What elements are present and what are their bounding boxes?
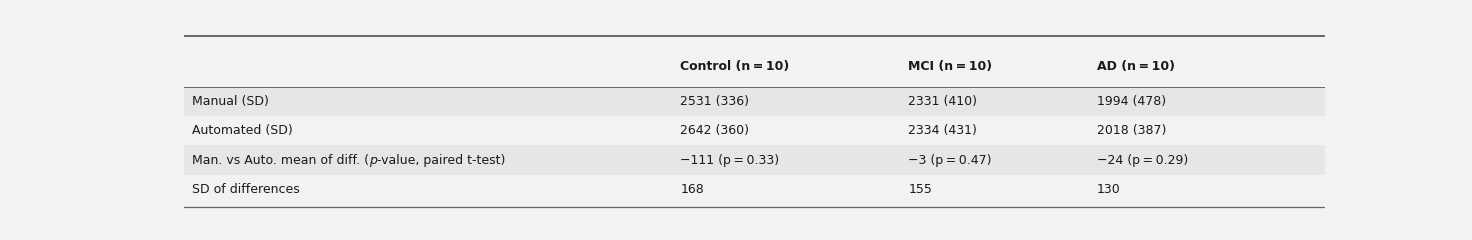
- Text: 2018 (387): 2018 (387): [1097, 124, 1166, 137]
- Bar: [184, 145, 1325, 175]
- Text: 2334 (431): 2334 (431): [908, 124, 977, 137]
- Bar: [184, 87, 1325, 116]
- Text: 155: 155: [908, 183, 932, 196]
- Text: −24 (p = 0.29): −24 (p = 0.29): [1097, 154, 1188, 167]
- Text: Man. vs Auto. mean of diff. (: Man. vs Auto. mean of diff. (: [191, 154, 369, 167]
- Text: Control (n = 10): Control (n = 10): [680, 60, 789, 73]
- Text: 1994 (478): 1994 (478): [1097, 95, 1166, 108]
- Text: 2531 (336): 2531 (336): [680, 95, 749, 108]
- Text: Manual (SD): Manual (SD): [191, 95, 269, 108]
- Text: SD of differences: SD of differences: [191, 183, 300, 196]
- Text: -value, paired t-test): -value, paired t-test): [377, 154, 505, 167]
- Text: 168: 168: [680, 183, 704, 196]
- Text: −111 (p = 0.33): −111 (p = 0.33): [680, 154, 779, 167]
- Text: MCI (n = 10): MCI (n = 10): [908, 60, 992, 73]
- Text: 2642 (360): 2642 (360): [680, 124, 749, 137]
- Text: 2331 (410): 2331 (410): [908, 95, 977, 108]
- Text: −3 (p = 0.47): −3 (p = 0.47): [908, 154, 992, 167]
- Text: 130: 130: [1097, 183, 1120, 196]
- Text: p: p: [369, 154, 377, 167]
- Text: Automated (SD): Automated (SD): [191, 124, 293, 137]
- Text: AD (n = 10): AD (n = 10): [1097, 60, 1175, 73]
